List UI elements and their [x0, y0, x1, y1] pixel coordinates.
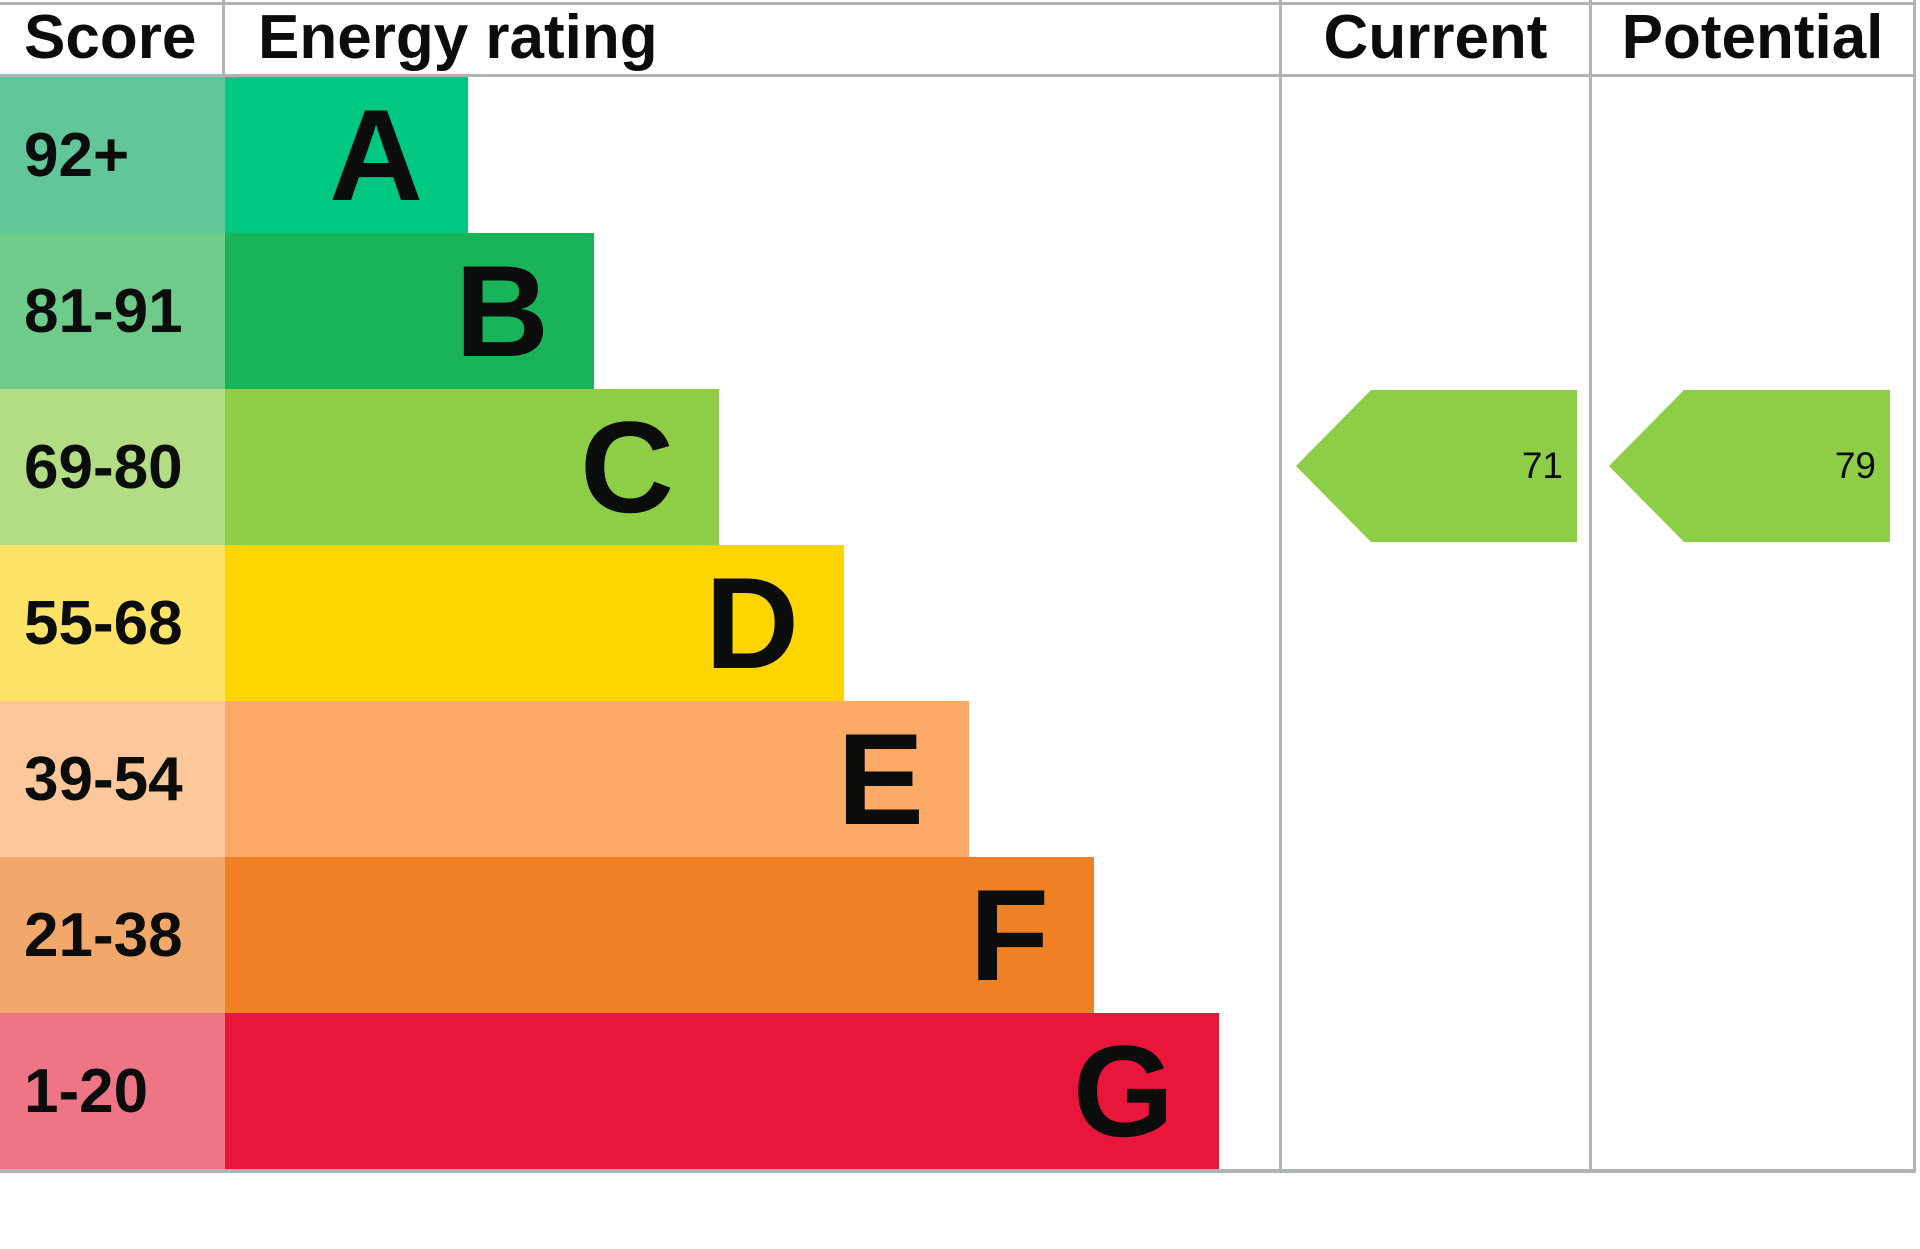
band-e-score-cell: 39-54: [0, 701, 225, 857]
table-bottom-border: [0, 1169, 1916, 1173]
band-b-score-cell: 81-91: [0, 233, 225, 389]
table-top-border: [0, 2, 1916, 5]
potential-rating-arrow-icon: 79: [1609, 390, 1890, 542]
band-rows: 92+ A 81-91 B 69-80 C 55-68: [0, 77, 1219, 1169]
potential-column-divider: [1589, 0, 1592, 1173]
current-rating-arrow-icon: 71: [1296, 390, 1577, 542]
band-f-letter: F: [969, 862, 1049, 1008]
score-column-divider: [222, 0, 225, 77]
band-g-bar: G: [225, 1013, 1219, 1169]
header-separator-line: [0, 74, 1916, 77]
band-row-c: 69-80 C: [0, 389, 1219, 545]
band-a-score-label: 92+: [24, 120, 130, 190]
band-row-g: 1-20 G: [0, 1013, 1219, 1169]
band-b-score-label: 81-91: [24, 276, 183, 346]
potential-column-header: Potential: [1621, 3, 1884, 72]
band-e-bar: E: [225, 701, 969, 857]
band-a-score-cell: 92+: [0, 77, 225, 233]
band-f-score-label: 21-38: [24, 900, 183, 970]
band-c-letter: C: [580, 394, 674, 540]
band-d-bar: D: [225, 545, 844, 701]
band-g-score-cell: 1-20: [0, 1013, 225, 1169]
band-a-letter: A: [329, 82, 423, 228]
energy-rating-column-header: Energy rating: [258, 3, 658, 72]
band-g-score-label: 1-20: [24, 1056, 149, 1126]
band-row-f: 21-38 F: [0, 857, 1219, 1013]
band-c-score-label: 69-80: [24, 432, 183, 502]
band-row-d: 55-68 D: [0, 545, 1219, 701]
band-row-b: 81-91 B: [0, 233, 1219, 389]
band-d-score-label: 55-68: [24, 588, 183, 658]
score-column-header: Score: [24, 3, 197, 72]
current-column-divider: [1279, 0, 1282, 1173]
band-e-letter: E: [837, 706, 924, 852]
band-f-score-cell: 21-38: [0, 857, 225, 1013]
current-rating-value: 71: [1521, 445, 1563, 486]
band-g-letter: G: [1072, 1018, 1174, 1164]
table-right-border: [1913, 0, 1916, 1173]
band-d-score-cell: 55-68: [0, 545, 225, 701]
band-e-score-label: 39-54: [24, 744, 183, 814]
potential-rating-value: 79: [1834, 445, 1876, 486]
band-b-bar: B: [225, 233, 594, 389]
band-f-bar: F: [225, 857, 1094, 1013]
band-c-bar: C: [225, 389, 719, 545]
band-c-score-cell: 69-80: [0, 389, 225, 545]
current-column-header: Current: [1323, 3, 1548, 72]
band-row-a: 92+ A: [0, 77, 1219, 233]
band-row-e: 39-54 E: [0, 701, 1219, 857]
band-b-letter: B: [455, 238, 549, 384]
band-d-letter: D: [705, 550, 799, 696]
band-a-bar: A: [225, 77, 468, 233]
